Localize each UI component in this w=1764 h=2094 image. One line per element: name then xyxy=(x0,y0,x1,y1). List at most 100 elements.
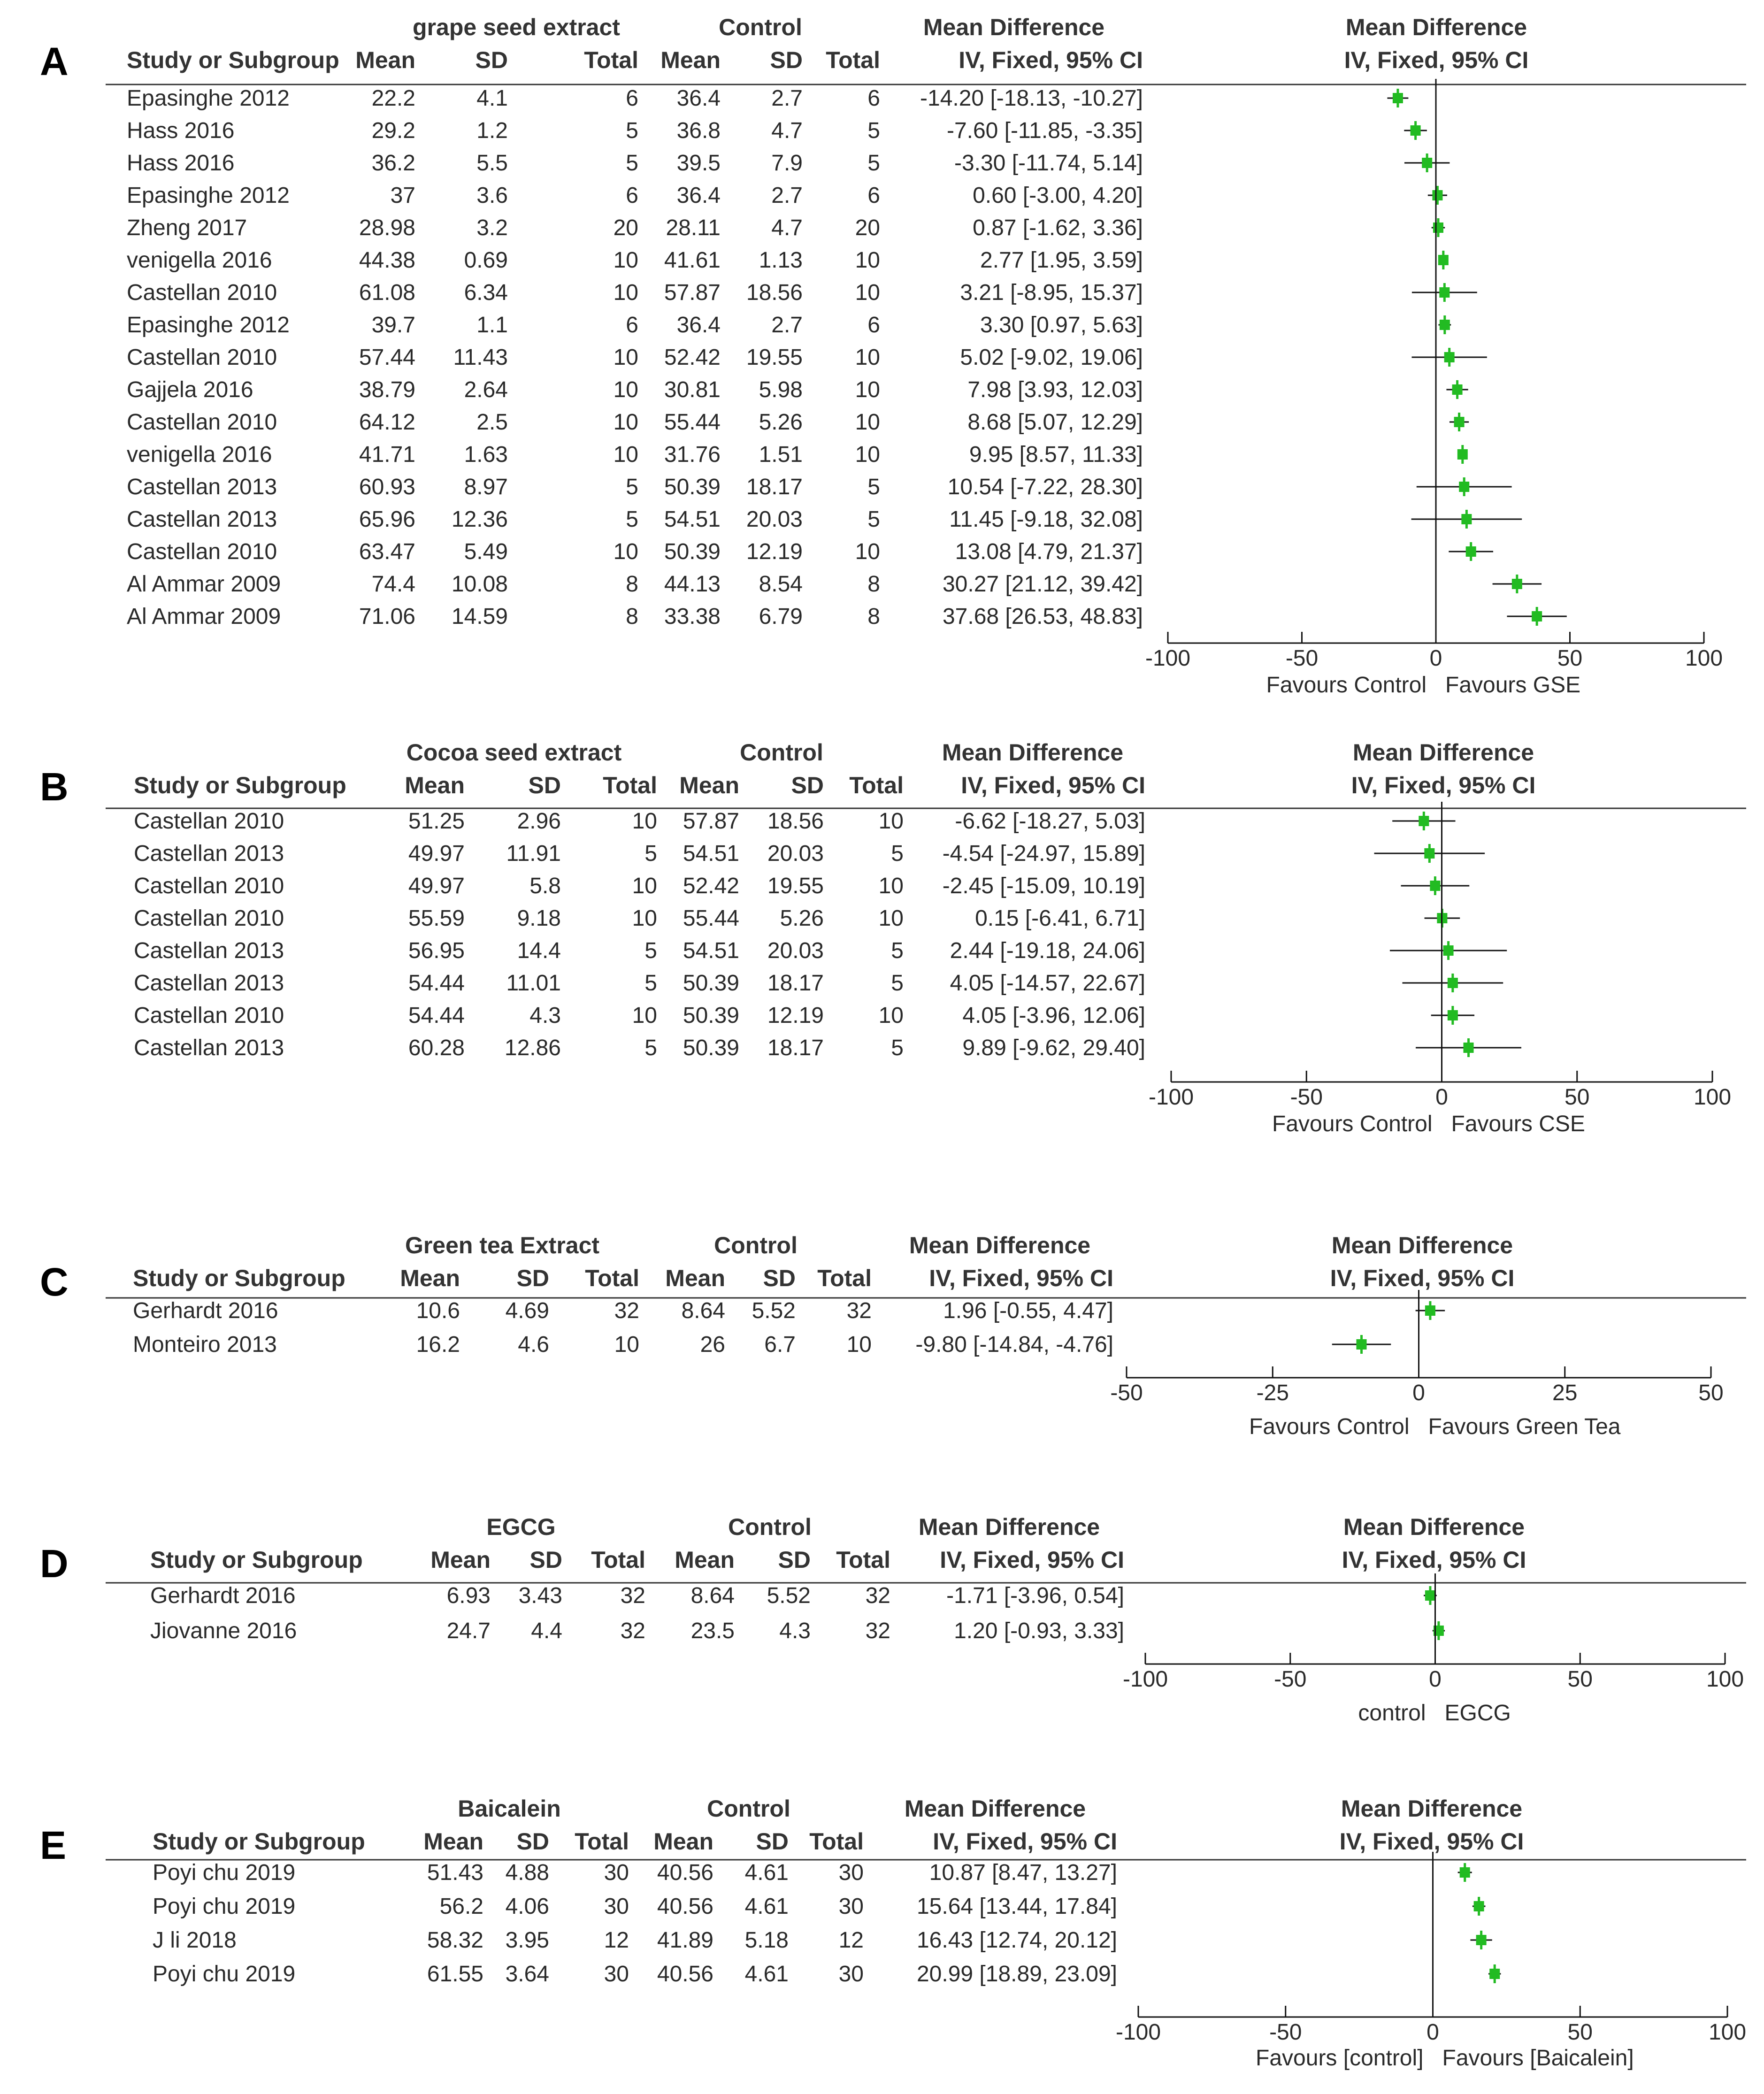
treatment-sd-header: SD xyxy=(529,772,561,798)
treatment-sd: 4.4 xyxy=(531,1618,562,1643)
treatment-total: 6 xyxy=(626,86,638,111)
treatment-sd: 2.96 xyxy=(517,809,561,834)
favours-left-label: Favours [control] xyxy=(1256,2046,1423,2071)
favours-left-label: Favours Control xyxy=(1266,673,1427,698)
md-ci-text: 30.27 [21.12, 39.42] xyxy=(943,572,1143,597)
x-tick-label: 50 xyxy=(1557,646,1582,671)
control-total: 8 xyxy=(867,604,880,629)
x-tick-label: 100 xyxy=(1694,1085,1731,1110)
treatment-sd: 3.64 xyxy=(506,1962,549,1987)
study-name: Epasinghe 2012 xyxy=(127,86,290,111)
md-ci-text: 3.21 [-8.95, 15.37] xyxy=(960,280,1143,305)
treatment-mean: 58.32 xyxy=(427,1928,483,1953)
control-total: 5 xyxy=(891,938,904,963)
md-ci-text: 2.44 [-19.18, 24.06] xyxy=(950,938,1145,963)
treatment-sd: 5.49 xyxy=(464,539,508,564)
control-sd: 5.26 xyxy=(780,906,824,931)
control-total: 10 xyxy=(855,280,880,305)
treatment-total-header: Total xyxy=(591,1547,645,1573)
study-row: Castellan 2010 61.08 6.34 10 57.87 18.56 10 3.2… xyxy=(127,280,1477,305)
control-sd: 18.56 xyxy=(746,280,803,305)
panel-label: B xyxy=(40,765,69,809)
study-row: venigella 2016 41.71 1.63 10 31.76 1.51 10 9.95… xyxy=(127,442,1468,467)
md-method-header: IV, Fixed, 95% CI xyxy=(929,1265,1113,1291)
study-name: Castellan 2010 xyxy=(134,874,284,898)
treatment-mean: 55.59 xyxy=(408,906,465,931)
study-row: J li 2018 58.32 3.95 12 41.89 5.18 12 16.43 [12… xyxy=(153,1928,1492,1953)
control-total: 8 xyxy=(867,572,880,597)
study-name: Epasinghe 2012 xyxy=(127,313,290,337)
study-row: Monteiro 2013 16.2 4.6 10 26 6.7 10 -9.80 [-14.… xyxy=(133,1332,1391,1357)
study-name: Jiovanne 2016 xyxy=(150,1618,297,1643)
panel-label: A xyxy=(40,39,69,84)
control-sd: 20.03 xyxy=(746,507,803,532)
control-mean: 44.13 xyxy=(664,572,721,597)
treatment-sd: 4.1 xyxy=(476,86,508,111)
control-total: 10 xyxy=(879,1003,904,1028)
study-name: Castellan 2010 xyxy=(127,345,277,370)
treatment-sd: 12.86 xyxy=(505,1035,561,1060)
treatment-mean: 22.2 xyxy=(372,86,415,111)
treatment-total: 32 xyxy=(621,1618,645,1643)
forest-panel-e: E Baicalein Control Mean Difference Mean Dif… xyxy=(40,1795,1746,2071)
study-row: Gerhardt 2016 6.93 3.43 32 8.64 5.52 32 -1.71 [… xyxy=(150,1583,1437,1608)
study-row: Poyi chu 2019 51.43 4.88 30 40.56 4.61 30 10.87… xyxy=(153,1860,1472,1885)
control-group-header: Control xyxy=(728,1514,812,1540)
forest-panel-b: B Cocoa seed extract Control Mean Differenc… xyxy=(40,739,1746,1136)
treatment-sd: 12.36 xyxy=(452,507,508,532)
control-mean: 57.87 xyxy=(683,809,739,834)
treatment-sd: 9.18 xyxy=(517,906,561,931)
treatment-total: 6 xyxy=(626,313,638,337)
md-plot-title: Mean Difference xyxy=(1343,1514,1525,1540)
treatment-sd-header: SD xyxy=(517,1265,549,1291)
control-sd-header: SD xyxy=(770,47,803,73)
treatment-mean: 41.71 xyxy=(359,442,415,467)
control-sd: 5.52 xyxy=(752,1298,796,1323)
control-sd: 12.19 xyxy=(767,1003,824,1028)
control-mean: 33.38 xyxy=(664,604,721,629)
treatment-mean-header: Mean xyxy=(405,772,465,798)
treatment-total: 5 xyxy=(644,1035,657,1060)
study-row: Zheng 2017 28.98 3.2 20 28.11 4.7 20 0.87 [-1.6… xyxy=(127,215,1445,240)
study-name: Gerhardt 2016 xyxy=(150,1583,296,1608)
control-sd: 5.98 xyxy=(759,377,803,402)
favours-left-label: control xyxy=(1358,1701,1426,1726)
forest-panel-d: D EGCG Control Mean Difference Mean Differen… xyxy=(40,1514,1746,1726)
study-row: Castellan 2010 57.44 11.43 10 52.42 19.55 10 5.… xyxy=(127,345,1487,370)
treatment-mean: 61.55 xyxy=(427,1962,483,1987)
treatment-total: 10 xyxy=(614,410,638,435)
study-row: Hass 2016 36.2 5.5 5 39.5 7.9 5 -3.30 [-11.74, … xyxy=(127,151,1450,176)
md-ci-text: 13.08 [4.79, 21.37] xyxy=(955,539,1143,564)
control-sd-header: SD xyxy=(791,772,824,798)
treatment-mean: 16.2 xyxy=(416,1332,460,1357)
favours-right-label: Favours Green Tea xyxy=(1428,1414,1621,1439)
treatment-total: 6 xyxy=(626,183,638,208)
treatment-sd: 14.59 xyxy=(452,604,508,629)
x-tick-label: 25 xyxy=(1552,1381,1577,1405)
control-mean: 40.56 xyxy=(657,1894,713,1919)
treatment-mean: 39.7 xyxy=(372,313,415,337)
study-row: Castellan 2010 63.47 5.49 10 50.39 12.19 10 13.… xyxy=(127,539,1494,564)
study-row: Epasinghe 2012 22.2 4.1 6 36.4 2.7 6 -14.20 [-1… xyxy=(127,86,1409,111)
treatment-sd: 11.43 xyxy=(453,345,508,370)
plot-method-header: IV, Fixed, 95% CI xyxy=(1351,772,1536,798)
study-name: Castellan 2010 xyxy=(127,410,277,435)
control-sd: 8.54 xyxy=(759,572,803,597)
treatment-sd: 3.95 xyxy=(506,1928,549,1953)
treatment-mean: 54.44 xyxy=(408,971,465,996)
x-tick-label: -50 xyxy=(1286,646,1318,671)
control-mean: 52.42 xyxy=(683,874,739,898)
control-total: 6 xyxy=(867,183,880,208)
control-mean: 8.64 xyxy=(682,1298,725,1323)
treatment-total: 5 xyxy=(626,507,638,532)
control-total: 10 xyxy=(855,539,880,564)
panel-label: C xyxy=(40,1260,69,1304)
md-plot-title: Mean Difference xyxy=(1341,1795,1522,1822)
treatment-total: 10 xyxy=(614,377,638,402)
control-mean-header: Mean xyxy=(653,1828,713,1855)
treatment-total: 12 xyxy=(604,1928,629,1953)
control-total-header: Total xyxy=(849,772,904,798)
study-name: Poyi chu 2019 xyxy=(153,1894,295,1919)
treatment-total: 10 xyxy=(632,874,657,898)
treatment-total: 5 xyxy=(626,151,638,176)
